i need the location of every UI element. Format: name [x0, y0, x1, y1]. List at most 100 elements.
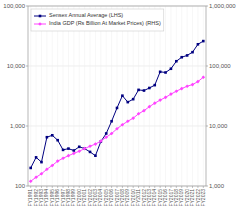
point — [35, 156, 38, 159]
point — [186, 54, 189, 57]
grid-line — [100, 6, 101, 186]
point — [153, 84, 156, 87]
grid-line — [187, 6, 188, 186]
tick-label: 10,000 — [7, 63, 26, 69]
point — [72, 152, 76, 156]
axes: 1001,00010,000100,0001,00010,000100,0001… — [3, 3, 236, 207]
point — [191, 51, 194, 54]
tick-label: FY2023 — [200, 189, 206, 207]
point — [185, 84, 189, 88]
point — [56, 159, 60, 163]
point — [137, 112, 141, 116]
point — [34, 175, 38, 179]
legend-handle — [34, 16, 46, 17]
point — [148, 105, 152, 109]
point — [131, 116, 135, 120]
point — [159, 71, 162, 74]
point — [115, 127, 119, 131]
grid-line — [79, 6, 80, 186]
series — [29, 75, 205, 183]
point — [110, 120, 113, 123]
plot-area — [28, 6, 206, 186]
point — [56, 139, 59, 142]
point — [50, 164, 54, 168]
point — [143, 89, 146, 92]
point — [94, 154, 97, 157]
tick-label: 1,000 — [209, 183, 225, 189]
point — [100, 140, 103, 143]
chart: 1001,00010,000100,0001,00010,000100,0001… — [0, 0, 240, 210]
point — [61, 156, 65, 160]
point — [40, 161, 43, 164]
point — [201, 75, 205, 79]
grid-line — [106, 6, 107, 186]
point — [77, 149, 81, 153]
grid-line — [181, 6, 182, 186]
grid-line — [84, 6, 85, 186]
point — [121, 94, 124, 97]
point — [175, 89, 179, 93]
grid-line — [160, 6, 161, 186]
grid-line — [68, 6, 69, 186]
legend-label: India GDP (Rs Billion At Market Prices) … — [49, 20, 161, 26]
point — [170, 67, 173, 70]
tick-label: 100,000 — [3, 3, 25, 9]
point — [191, 83, 195, 87]
tick-label: 100 — [15, 183, 26, 189]
grid-line — [122, 6, 123, 186]
series — [29, 40, 204, 169]
grid-line — [138, 6, 139, 186]
grid-line — [52, 6, 53, 186]
point — [180, 87, 184, 91]
tick-label: 1,000,000 — [209, 3, 236, 9]
point — [110, 132, 114, 136]
point — [126, 101, 129, 104]
point — [29, 167, 32, 170]
point — [121, 123, 125, 127]
line — [31, 77, 204, 181]
point — [132, 98, 135, 101]
point — [175, 60, 178, 63]
point — [94, 142, 98, 146]
grid-line — [133, 6, 134, 186]
grid-line — [46, 6, 47, 186]
point — [180, 56, 183, 59]
point — [73, 149, 76, 152]
legend-box — [31, 9, 164, 31]
grid-line — [154, 6, 155, 186]
plot-frame — [28, 6, 206, 186]
point — [202, 40, 205, 43]
grid-line — [203, 6, 204, 186]
point — [137, 89, 140, 92]
legend-marker — [39, 15, 42, 18]
grid-line — [149, 6, 150, 186]
point — [89, 151, 92, 154]
grid-line — [95, 6, 96, 186]
grid-line — [111, 6, 112, 186]
point — [164, 96, 168, 100]
grid-line — [176, 6, 177, 186]
point — [104, 135, 108, 139]
point — [126, 119, 130, 123]
point — [99, 139, 103, 143]
grid — [28, 6, 206, 186]
tick-label: 10,000 — [209, 123, 228, 129]
grid-line — [127, 6, 128, 186]
legend-label: Sensex Annual Average (LHS) — [49, 12, 123, 18]
point — [197, 43, 200, 46]
grid-line — [30, 6, 31, 186]
point — [158, 98, 162, 102]
point — [45, 167, 49, 171]
line — [31, 41, 204, 168]
point — [169, 92, 173, 96]
point — [164, 71, 167, 74]
point — [196, 80, 200, 84]
point — [142, 109, 146, 113]
grid-line — [117, 6, 118, 186]
point — [67, 147, 70, 150]
legend: Sensex Annual Average (LHS) India GDP (Rs… — [31, 9, 164, 31]
grid-line — [143, 6, 144, 186]
tick-label: 1,000 — [10, 123, 26, 129]
point — [105, 132, 108, 135]
legend-marker — [38, 22, 42, 26]
